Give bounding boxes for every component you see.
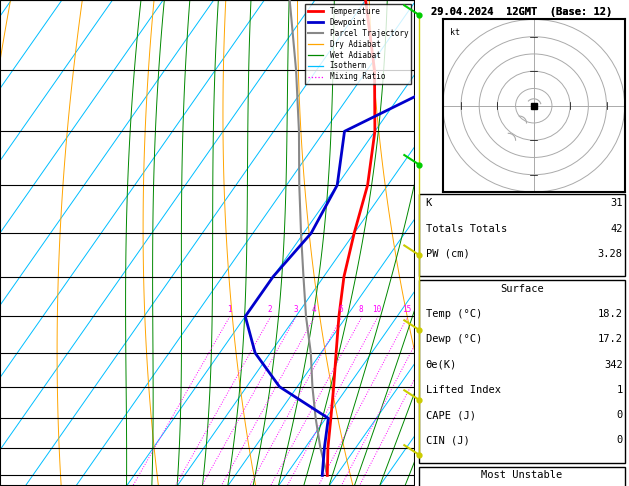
Text: Mixing Ratio (g/kg): Mixing Ratio (g/kg) xyxy=(439,187,449,299)
Text: Dewp (°C): Dewp (°C) xyxy=(426,334,482,345)
Text: Temp (°C): Temp (°C) xyxy=(426,309,482,319)
Text: km
ASL: km ASL xyxy=(417,0,435,21)
Text: 4: 4 xyxy=(417,348,423,358)
Text: 29.04.2024  12GMT  (Base: 12): 29.04.2024 12GMT (Base: 12) xyxy=(431,7,613,17)
Text: 3.28: 3.28 xyxy=(598,249,623,259)
Text: 342: 342 xyxy=(604,360,623,370)
Text: LCL: LCL xyxy=(417,470,435,480)
Text: K: K xyxy=(426,198,432,208)
Text: 31: 31 xyxy=(610,198,623,208)
Bar xyxy=(420,280,625,463)
Text: 2: 2 xyxy=(267,305,272,314)
Text: 18.2: 18.2 xyxy=(598,309,623,319)
Text: 6: 6 xyxy=(417,228,423,238)
Text: 15: 15 xyxy=(403,305,411,314)
Text: CAPE (J): CAPE (J) xyxy=(426,410,476,420)
Text: 7: 7 xyxy=(417,126,423,136)
Text: 42: 42 xyxy=(610,224,623,234)
Text: Totals Totals: Totals Totals xyxy=(426,224,507,234)
Text: 1: 1 xyxy=(616,385,623,395)
Text: 3: 3 xyxy=(417,382,423,392)
Legend: Temperature, Dewpoint, Parcel Trajectory, Dry Adiabat, Wet Adiabat, Isotherm, Mi: Temperature, Dewpoint, Parcel Trajectory… xyxy=(305,4,411,85)
Text: 0: 0 xyxy=(616,410,623,420)
Text: PW (cm): PW (cm) xyxy=(426,249,469,259)
Text: Most Unstable: Most Unstable xyxy=(481,470,562,481)
Text: 1: 1 xyxy=(226,305,231,314)
Text: 0: 0 xyxy=(616,435,623,446)
Text: 3: 3 xyxy=(293,305,298,314)
Text: 10: 10 xyxy=(372,305,382,314)
Text: 8: 8 xyxy=(417,0,423,5)
Text: Surface: Surface xyxy=(500,284,544,294)
Text: Lifted Index: Lifted Index xyxy=(426,385,501,395)
Text: 5: 5 xyxy=(417,312,423,321)
Text: 2: 2 xyxy=(417,443,423,453)
Text: 4: 4 xyxy=(311,305,316,314)
Text: 17.2: 17.2 xyxy=(598,334,623,345)
Text: θe(K): θe(K) xyxy=(426,360,457,370)
Text: CIN (J): CIN (J) xyxy=(426,435,469,446)
Text: 29.04.2024  12GMT  (Base: 12): 29.04.2024 12GMT (Base: 12) xyxy=(431,7,613,17)
Text: 20: 20 xyxy=(425,305,433,314)
Text: 6: 6 xyxy=(339,305,343,314)
Bar xyxy=(420,467,625,486)
Bar xyxy=(420,194,625,276)
Text: 8: 8 xyxy=(359,305,364,314)
